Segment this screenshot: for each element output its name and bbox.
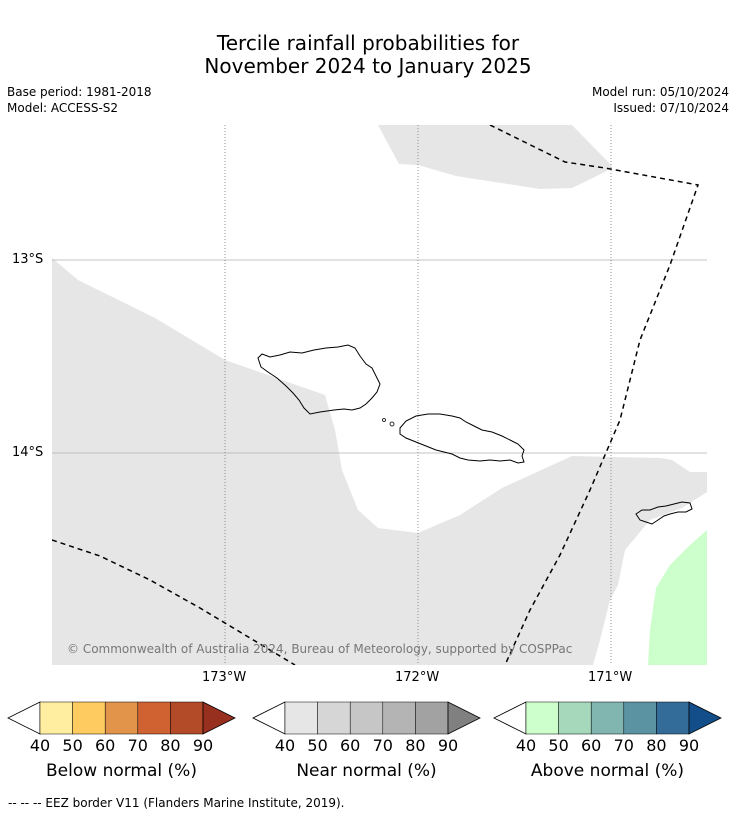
colorbar-below-high-extend <box>202 701 236 735</box>
colorbar-near-segment <box>382 701 416 735</box>
colorbar-below-low-extend <box>7 701 41 735</box>
issued-date: Issued: 07/10/2024 <box>613 101 729 115</box>
colorbar-below-tick: 60 <box>95 736 116 755</box>
base-period: Base period: 1981-2018 <box>7 85 152 99</box>
upolu-island <box>399 413 525 464</box>
model-run: Model run: 05/10/2024 <box>591 85 729 99</box>
colorbar-near-tick: 60 <box>340 736 361 755</box>
colorbar-near-tick: 70 <box>372 736 393 755</box>
colorbar-below-segment <box>72 701 106 735</box>
savaii-island <box>257 344 381 415</box>
model-name: Model: ACCESS-S2 <box>7 101 119 115</box>
colorbar-below-tick: 40 <box>29 736 51 755</box>
near-normal-region-north <box>378 125 612 189</box>
colorbar-near-label: Near normal (%) <box>296 761 437 781</box>
colorbar-above-segment <box>623 701 657 735</box>
colorbar-near-segment <box>415 701 449 735</box>
lon-label-173w: 173°W <box>202 670 247 685</box>
colorbar-above-segment <box>590 701 625 735</box>
colorbar-near-segment <box>317 701 351 735</box>
colorbar-below <box>7 701 236 735</box>
colorbar-below-segment <box>170 701 204 735</box>
colorbar-near-tick: 90 <box>437 736 459 755</box>
lon-label-171w: 171°W <box>588 670 633 685</box>
colorbar-above-segment <box>558 701 592 735</box>
colorbar-above-high-extend <box>688 701 722 735</box>
colorbar-below-label: Below normal (%) <box>46 761 197 781</box>
colorbar-near-low-extend <box>252 701 286 735</box>
lat-label-13s: 13°S <box>12 252 44 267</box>
colorbar-above-segment <box>656 701 690 735</box>
colorbar-above <box>493 701 722 735</box>
colorbar-near-tick: 80 <box>405 736 426 755</box>
colorbar-near-high-extend <box>447 701 481 735</box>
near-normal-region <box>52 258 707 665</box>
colorbar-above-segment <box>525 701 559 735</box>
lon-label-172w: 172°W <box>395 670 440 685</box>
colorbar-near-segment <box>284 701 318 735</box>
colorbar-near-segment <box>349 701 384 735</box>
colorbar-near <box>252 701 481 735</box>
title-line-1: Tercile rainfall probabilities for <box>216 31 520 55</box>
colorbar-above-tick: 90 <box>678 736 700 755</box>
colorbar-below-tick: 90 <box>192 736 214 755</box>
colorbar-below-segment <box>137 701 171 735</box>
copyright-text: © Commonwealth of Australia 2024, Bureau… <box>67 642 572 656</box>
lat-label-14s: 14°S <box>12 445 44 460</box>
colorbar-above-tick: 50 <box>548 736 569 755</box>
colorbar-above-low-extend <box>493 701 527 735</box>
colorbar-below-tick: 70 <box>127 736 148 755</box>
above-normal-region <box>648 530 707 665</box>
title-line-2: November 2024 to January 2025 <box>204 54 532 78</box>
colorbar-above-tick: 60 <box>581 736 602 755</box>
tutuila-island <box>635 501 693 525</box>
islet-manono <box>389 421 395 427</box>
colorbar-above-tick: 80 <box>646 736 667 755</box>
colorbar-below-segment <box>39 701 73 735</box>
colorbar-above-label: Above normal (%) <box>530 761 685 781</box>
colorbar-below-tick: 50 <box>62 736 83 755</box>
colorbar-below-segment <box>104 701 139 735</box>
colorbar-below-tick: 80 <box>160 736 181 755</box>
colorbar-above-tick: 70 <box>613 736 634 755</box>
eez-legend-footer: -- -- -- EEZ border V11 (Flanders Marine… <box>8 796 345 810</box>
islet-apolima <box>382 418 386 422</box>
colorbar-near-tick: 50 <box>307 736 328 755</box>
colorbar-above-tick: 40 <box>515 736 537 755</box>
eez-border-east <box>489 125 699 665</box>
colorbar-near-tick: 40 <box>274 736 296 755</box>
